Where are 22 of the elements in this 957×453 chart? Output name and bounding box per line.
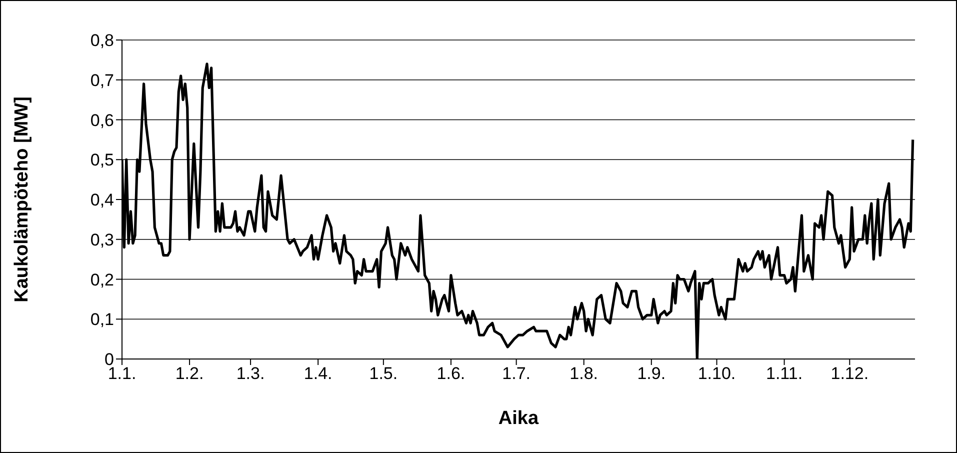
y-axis-title: Kaukolämpöteho [MW] [12,96,33,302]
x-tick-label: 1.8. [570,364,598,384]
x-tick-label: 1.5. [369,364,398,384]
x-tick-label: 1.3. [236,364,265,384]
x-tick-label: 1.11. [766,364,803,384]
y-tick-label: 0,6 [90,110,114,130]
y-tick-label: 0,1 [90,310,114,330]
x-tick-label: 1.9. [637,364,666,384]
x-tick-label: 1.4. [304,364,332,384]
x-tick-label: 1.7. [502,364,530,384]
y-tick-label: 0,8 [90,31,114,50]
y-tick-label: 0,5 [90,150,114,170]
x-tick-label: 1.6. [436,364,466,384]
x-tick-label: 1.2. [175,364,204,384]
x-tick-label: 1.10. [698,364,736,384]
x-axis-title: Aika [498,408,539,429]
y-tick-label: 0,4 [90,190,114,210]
x-tick-label: 1.12. [830,364,869,384]
x-tick-label: 1.1. [108,364,136,384]
y-tick-label: 0,2 [90,270,114,290]
y-tick-label: 0,7 [90,70,114,90]
y-tick-label: 0,3 [90,230,114,250]
